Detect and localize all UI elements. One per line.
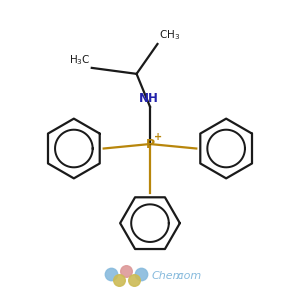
Point	[131, 278, 136, 282]
Text: CH$_3$: CH$_3$	[159, 29, 180, 43]
Point	[124, 268, 128, 273]
Point	[116, 278, 121, 282]
Text: H$_3$C: H$_3$C	[69, 53, 90, 67]
Text: Chem: Chem	[152, 271, 184, 281]
Text: +: +	[154, 133, 162, 142]
Point	[139, 272, 143, 276]
Text: .com: .com	[174, 271, 201, 281]
Text: P: P	[146, 137, 154, 151]
Point	[109, 272, 114, 276]
Text: NH: NH	[139, 92, 158, 105]
